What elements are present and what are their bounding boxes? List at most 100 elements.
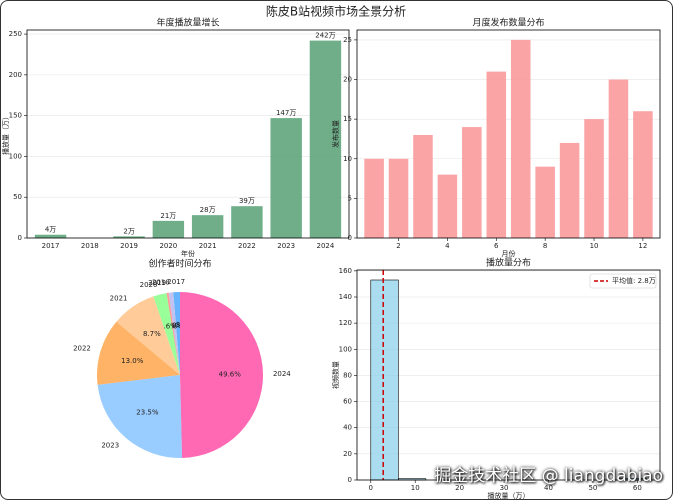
y-axis-label: 视频数量 bbox=[331, 361, 340, 389]
slice-percent: 1.3% bbox=[169, 321, 187, 329]
x-tick-label: 50 bbox=[588, 484, 597, 492]
x-tick-label: 10 bbox=[590, 242, 599, 250]
y-tick-label: 120 bbox=[339, 319, 352, 327]
value-label: 242万 bbox=[315, 32, 335, 40]
y-axis-label: 发布数量 bbox=[331, 120, 340, 148]
x-tick-label: 10 bbox=[411, 484, 420, 492]
legend-box bbox=[589, 273, 657, 289]
y-tick-label: 15 bbox=[343, 115, 352, 123]
value-label: 147万 bbox=[276, 109, 296, 117]
histogram-bar bbox=[370, 279, 399, 481]
bar bbox=[191, 215, 224, 238]
subplot-title: 月度发布数量分布 bbox=[472, 17, 544, 29]
x-tick-label: 20 bbox=[455, 484, 464, 492]
bar bbox=[462, 127, 482, 238]
y-tick-label: 200 bbox=[9, 71, 22, 79]
y-tick-label: 140 bbox=[339, 293, 352, 301]
y-tick-label: 25 bbox=[343, 36, 352, 44]
y-tick-label: 10 bbox=[343, 155, 352, 163]
plot-frame bbox=[356, 29, 661, 239]
y-tick-label: 0 bbox=[348, 476, 352, 484]
x-tick-label: 2019 bbox=[120, 242, 138, 250]
value-label: 39万 bbox=[239, 197, 255, 205]
bar bbox=[231, 206, 263, 238]
bar bbox=[486, 71, 507, 238]
y-tick-label: 50 bbox=[13, 193, 22, 201]
slice-percent: 13.0% bbox=[121, 357, 144, 365]
slice-percent: 0.9% bbox=[166, 322, 184, 330]
bar bbox=[364, 158, 384, 238]
y-tick-label: 40 bbox=[343, 424, 352, 432]
slice-percent: 0.4% bbox=[164, 322, 182, 330]
x-tick-label: 6 bbox=[494, 242, 499, 250]
pie-slice bbox=[168, 292, 180, 375]
bar bbox=[152, 220, 185, 238]
slice-label: 2021 bbox=[110, 294, 128, 302]
x-tick-label: 2 bbox=[396, 242, 400, 250]
y-tick-label: 150 bbox=[9, 112, 22, 120]
legend-label: 平均值: 2.8万 bbox=[612, 276, 656, 285]
subplot-title: 年度播放量增长 bbox=[156, 17, 219, 29]
bar bbox=[388, 158, 409, 238]
y-tick-label: 160 bbox=[339, 267, 352, 275]
slice-percent: 23.5% bbox=[136, 409, 159, 417]
value-label: 2万 bbox=[123, 227, 134, 235]
x-tick-label: 40 bbox=[544, 484, 553, 492]
slice-percent: 8.7% bbox=[143, 330, 161, 338]
slice-label: 2024 bbox=[273, 370, 291, 378]
slice-percent: 49.6% bbox=[219, 370, 242, 378]
y-axis-label: 播放量（万） bbox=[1, 113, 10, 155]
slice-label: 2019 bbox=[148, 279, 166, 287]
slice-label: 2018 bbox=[152, 279, 170, 287]
y-tick-label: 60 bbox=[343, 398, 352, 406]
bar bbox=[437, 174, 458, 238]
x-tick-label: 2022 bbox=[238, 242, 256, 250]
y-tick-label: 20 bbox=[343, 76, 352, 84]
y-tick-label: 100 bbox=[9, 152, 22, 160]
y-tick-label: 250 bbox=[9, 30, 22, 38]
x-axis-label: 月份 bbox=[502, 249, 516, 258]
bar bbox=[34, 234, 67, 238]
slice-label: 2020 bbox=[140, 281, 158, 289]
bar bbox=[270, 118, 302, 238]
y-tick-label: 80 bbox=[343, 371, 352, 379]
x-tick-label: 2020 bbox=[159, 242, 177, 250]
x-tick-label: 30 bbox=[500, 484, 509, 492]
bar bbox=[309, 40, 342, 239]
bar bbox=[413, 134, 433, 238]
y-tick-label: 20 bbox=[343, 450, 352, 458]
x-tick-label: 2021 bbox=[199, 242, 217, 250]
y-tick-label: 0 bbox=[18, 234, 22, 242]
x-axis-label: 播放量（万） bbox=[488, 491, 530, 500]
x-tick-label: 2017 bbox=[42, 242, 60, 250]
x-axis-label: 年份 bbox=[181, 249, 195, 258]
pie-slice bbox=[153, 293, 180, 375]
pie-slice bbox=[166, 292, 180, 375]
subplot-title: 创作者时间分布 bbox=[148, 258, 211, 270]
subplot-title: 播放量分布 bbox=[486, 257, 531, 269]
bar bbox=[113, 236, 145, 238]
value-label: 21万 bbox=[160, 212, 176, 220]
plot-frame bbox=[356, 269, 661, 481]
bar bbox=[584, 119, 604, 238]
figure-title: 陈皮B站视频市场全景分析 bbox=[266, 4, 406, 19]
slice-label: 2022 bbox=[73, 345, 91, 353]
pie-slice bbox=[116, 296, 180, 375]
pie-slice bbox=[173, 292, 180, 375]
y-tick-label: 0 bbox=[348, 234, 352, 242]
slice-percent: 2.6% bbox=[159, 323, 177, 331]
bar bbox=[510, 39, 531, 239]
x-tick-label: 0 bbox=[369, 484, 373, 492]
x-tick-label: 12 bbox=[638, 242, 647, 250]
y-tick-label: 100 bbox=[339, 345, 352, 353]
slice-label: 2017 bbox=[167, 278, 185, 286]
x-tick-label: 2024 bbox=[317, 242, 335, 250]
x-tick-label: 2023 bbox=[277, 242, 295, 250]
x-tick-label: 2018 bbox=[81, 242, 99, 250]
x-tick-label: 8 bbox=[543, 242, 547, 250]
pie-slice bbox=[97, 321, 180, 385]
bar bbox=[633, 111, 653, 238]
plot-frame bbox=[26, 29, 350, 239]
value-label: 28万 bbox=[200, 206, 216, 214]
